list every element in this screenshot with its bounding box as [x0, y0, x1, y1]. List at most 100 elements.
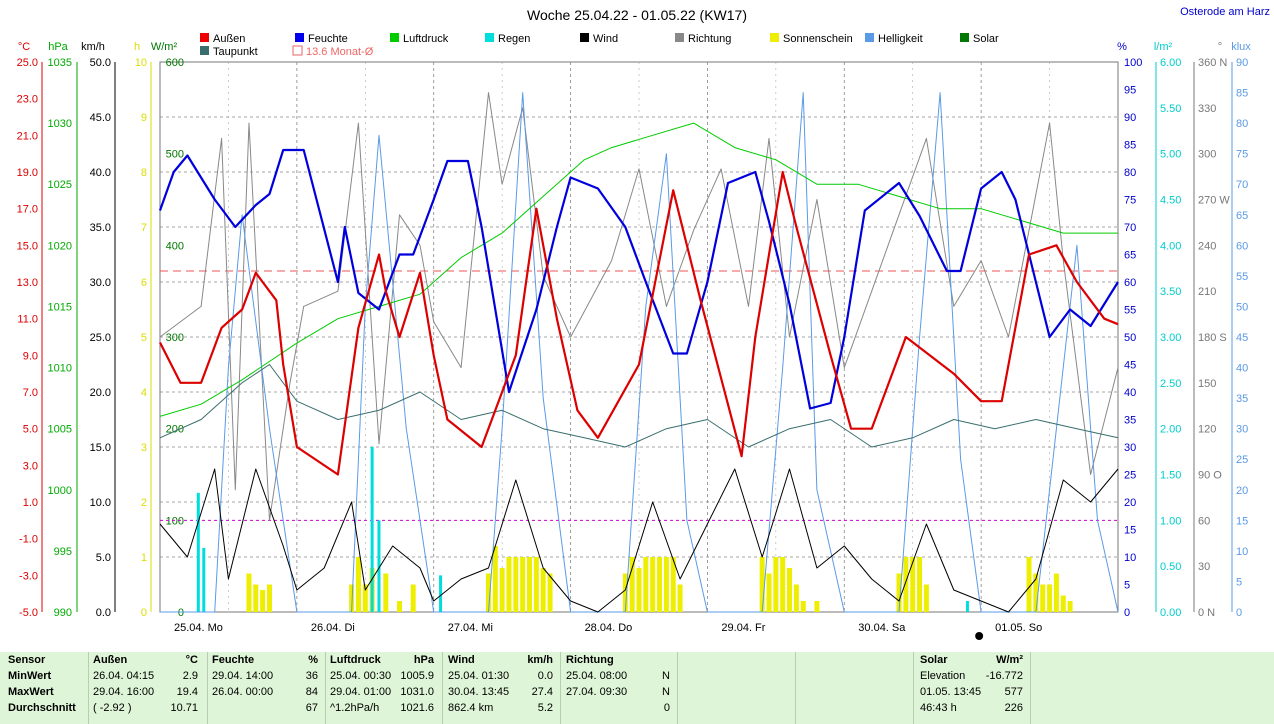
sunshine-bar: [780, 557, 786, 612]
rain-bar: [196, 492, 200, 612]
stats-solar-header: Solar: [920, 654, 948, 666]
stats-wind-max: 27.4: [531, 686, 553, 698]
sunshine-bar: [657, 557, 663, 612]
direction-tick-label: 270 W: [1198, 195, 1230, 207]
stats-richtung-min-time: 25.04. 08:00: [566, 670, 628, 682]
stats-luftdruck-max-time: 29.04. 01:00: [330, 686, 392, 698]
plot-area: [158, 92, 1119, 613]
stats-feuchte-min: 36: [305, 670, 318, 682]
stats-aussen-max: 19.4: [176, 686, 198, 698]
direction-tick-label: 150: [1198, 378, 1216, 390]
wind-tick-label: 40.0: [90, 167, 111, 179]
sunshine-bar: [492, 546, 498, 612]
x-day-label: 26.04. Di: [311, 622, 355, 634]
stats-luftdruck-unit: hPa: [413, 654, 434, 666]
series-line-feuchte: [158, 148, 1119, 410]
stats-feuchte-unit: %: [308, 654, 318, 666]
axis-units: °C hPa km/h h W/m²% l/m² ° klux: [18, 41, 1251, 53]
stats-row-avg: Durchschnitt: [8, 702, 76, 714]
legend-label: Luftdruck: [403, 33, 449, 45]
humidity-tick-label: 25: [1124, 470, 1136, 482]
temp-tick-label: 21.0: [17, 130, 38, 142]
lux-tick-label: 90: [1236, 57, 1248, 69]
stats-feuchte-max-time: 26.04. 00:00: [212, 686, 274, 698]
temp-tick-label: 5.0: [23, 424, 38, 436]
sunshine-bar: [773, 557, 779, 612]
humidity-tick-label: 80: [1124, 167, 1136, 179]
sun-tick-label: 1: [141, 552, 147, 564]
stats-richtung-max: N: [662, 686, 670, 698]
stats-aussen-header: Außen: [93, 654, 128, 666]
legend-swatch: [295, 33, 304, 42]
stats-richtung-header: Richtung: [566, 654, 614, 666]
rain-bar: [377, 520, 381, 612]
axes: 25.04. Mo 26.04. Di 27.04. Mi 28.04. Do 29.0…: [17, 57, 1248, 640]
sunshine-bar: [787, 568, 793, 612]
lux-tick-label: 45: [1236, 332, 1248, 344]
stats-aussen-min: 2.9: [182, 670, 198, 682]
lux-tick-label: 15: [1236, 515, 1248, 527]
rain-bar: [370, 447, 374, 612]
sun-tick-label: 9: [141, 112, 147, 124]
x-day-label: 01.05. So: [995, 622, 1042, 634]
humidity-tick-label: 15: [1124, 525, 1136, 537]
legend-label: Solar: [973, 33, 999, 45]
rain-tick-label: 5.50: [1160, 103, 1181, 115]
humidity-tick-label: 20: [1124, 497, 1136, 509]
humidity-tick-label: 10: [1124, 552, 1136, 564]
sunshine-bar: [513, 557, 519, 612]
stats-solar-max: 577: [1004, 686, 1023, 698]
direction-tick-label: 0 N: [1198, 607, 1215, 619]
rain-tick-label: 5.00: [1160, 149, 1181, 161]
temp-tick-label: -3.0: [19, 570, 38, 582]
sunshine-bar: [766, 573, 772, 612]
stats-wind-avg: 5.2: [537, 702, 553, 714]
legend-monthly-avg: 13.6 Monat-Ø: [306, 46, 374, 58]
temp-tick-label: 19.0: [17, 167, 38, 179]
stats-solar-duration: 46:43 h: [920, 702, 957, 714]
direction-tick-label: 180 S: [1198, 332, 1227, 344]
solar-tick-label: 400: [166, 240, 184, 252]
pressure-tick-label: 1030: [48, 118, 72, 130]
now-marker: [975, 632, 984, 640]
sunshine-bar: [800, 601, 806, 612]
stats-richtung-min: N: [662, 670, 670, 682]
axis-unit-label: W/m²: [151, 41, 178, 53]
lux-tick-label: 55: [1236, 271, 1248, 283]
pressure-tick-label: 1035: [48, 57, 72, 69]
lux-tick-label: 10: [1236, 546, 1248, 558]
temp-tick-label: 1.0: [23, 497, 38, 509]
rain-tick-label: 4.50: [1160, 195, 1181, 207]
sunshine-bar: [663, 557, 669, 612]
direction-tick-label: 330: [1198, 103, 1216, 115]
legend-swatch: [580, 33, 589, 42]
series-line-helligkeit: [160, 92, 1119, 613]
pressure-tick-label: 1020: [48, 240, 72, 252]
lux-tick-label: 35: [1236, 393, 1248, 405]
sunshine-bar: [533, 557, 539, 612]
sunshine-bar: [383, 573, 389, 612]
sunshine-bar: [253, 584, 259, 612]
lux-tick-label: 50: [1236, 301, 1248, 313]
temp-tick-label: 7.0: [23, 387, 38, 399]
rain-tick-label: 6.00: [1160, 57, 1181, 69]
wind-tick-label: 15.0: [90, 442, 111, 454]
stats-feuchte-avg: 67: [305, 702, 318, 714]
legend-swatch: [770, 33, 779, 42]
temp-tick-label: 15.0: [17, 240, 38, 252]
pressure-tick-label: 1015: [48, 301, 72, 313]
temp-tick-label: 17.0: [17, 204, 38, 216]
humidity-tick-label: 35: [1124, 415, 1136, 427]
sunshine-bar: [910, 557, 916, 612]
pressure-tick-label: 1025: [48, 179, 72, 191]
stats-wind-header: Wind: [448, 654, 475, 666]
humidity-tick-label: 5: [1124, 580, 1130, 592]
stats-luftdruck-min-time: 25.04. 00:30: [330, 670, 392, 682]
sunshine-bar: [923, 584, 929, 612]
lux-tick-label: 60: [1236, 240, 1248, 252]
lux-tick-label: 70: [1236, 179, 1248, 191]
wind-tick-label: 35.0: [90, 222, 111, 234]
stats-feuchte-max: 84: [305, 686, 318, 698]
stats-richtung-max-time: 27.04. 09:30: [566, 686, 628, 698]
sunshine-bar: [485, 573, 491, 612]
